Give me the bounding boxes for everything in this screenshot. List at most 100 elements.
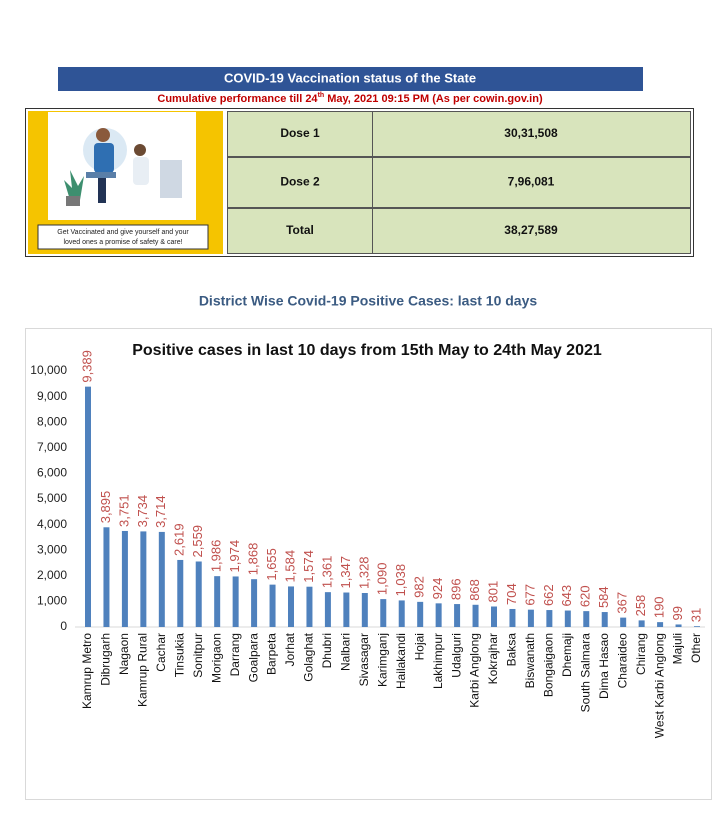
bar [343, 592, 350, 627]
cell [227, 208, 373, 254]
bar [288, 586, 294, 627]
illustration [64, 128, 182, 206]
bar [398, 600, 405, 627]
x-tick-label: Barpeta [265, 633, 279, 675]
x-tick-label: Nagaon [117, 633, 131, 675]
value-label: 2,559 [190, 525, 205, 558]
x-tick-label: Nalbari [339, 633, 353, 671]
value-label: 677 [522, 584, 537, 606]
value-label: 643 [559, 585, 574, 607]
x-tick-label: Majuli [671, 633, 685, 664]
x-tick-label: Jorhat [283, 632, 297, 666]
subtitle-sup: th [318, 92, 325, 99]
cell [227, 111, 373, 157]
bar [472, 604, 479, 627]
row-label: Total [286, 223, 314, 237]
value-label: 1,361 [319, 556, 334, 589]
value-label: 1,038 [393, 564, 408, 597]
bar [454, 604, 461, 627]
value-label: 662 [541, 584, 556, 606]
bar [361, 593, 368, 627]
y-tick-label: 1,000 [37, 594, 67, 608]
value-label: 1,090 [375, 563, 390, 596]
cell [372, 208, 691, 254]
bar [380, 599, 387, 627]
value-label: 1,347 [338, 556, 353, 589]
cell [372, 111, 691, 157]
section-title: District Wise Covid-19 Positive Cases: l… [199, 293, 538, 309]
bar [177, 559, 184, 627]
x-tick-label: Golaghat [302, 632, 316, 681]
y-tick-label: 0 [60, 619, 67, 633]
bar [103, 527, 110, 627]
value-label: 1,584 [282, 550, 297, 583]
value-label: 9,389 [79, 350, 94, 383]
bar [694, 626, 700, 627]
bar [251, 579, 258, 627]
bar [306, 586, 313, 627]
x-tick-label: Sonitpur [191, 633, 205, 678]
x-tick-label: Morigaon [209, 633, 223, 683]
bar [324, 592, 331, 627]
x-tick-label: Dibrugarh [99, 633, 113, 686]
x-tick-label: Lakhimpur [431, 633, 445, 689]
y-tick-label: 3,000 [37, 542, 67, 556]
bar [638, 620, 645, 627]
x-tick-label: Karimganj [375, 633, 389, 687]
value-label: 3,751 [116, 494, 131, 527]
caption-box [37, 224, 209, 250]
x-tick-label: Bongaigaon [542, 633, 556, 697]
row-value: 7,96,081 [508, 175, 555, 189]
bar [675, 624, 682, 627]
value-label: 896 [449, 578, 464, 600]
bar [158, 531, 165, 627]
header-bar [58, 67, 643, 91]
subtitle-part: Cumulative performance till 24 [157, 93, 318, 105]
value-label: 704 [504, 583, 519, 605]
bar [417, 601, 424, 627]
x-tick-label: Kamrup Metro [80, 633, 94, 709]
bar [546, 610, 553, 627]
x-tick-label: Kokrajhar [486, 633, 500, 684]
y-tick-label: 9,000 [37, 389, 67, 403]
value-label: 3,734 [135, 495, 150, 528]
value-label: 99 [670, 606, 685, 620]
value-label: 3,895 [98, 491, 113, 524]
x-tick-label: Udalguri [449, 633, 463, 678]
value-label: 584 [596, 586, 611, 608]
header-title: COVID-19 Vaccination status of the State [224, 70, 476, 85]
x-tick-label: Dhubri [320, 633, 334, 668]
value-label: 1,868 [246, 543, 261, 576]
value-label: 190 [652, 596, 667, 618]
chart: 0 1,000 2,000 3,000 4,000 5,000 6,000 7,000 8,00… [30, 350, 705, 738]
value-label: 620 [578, 585, 593, 607]
value-label: 982 [412, 576, 427, 598]
x-tick-label: Darrang [228, 633, 242, 676]
x-tick-label: South Salmara [578, 633, 592, 713]
row-value: 30,31,508 [504, 126, 558, 140]
value-label: 367 [615, 592, 630, 614]
value-label: 31 [688, 608, 703, 622]
chart-title: Positive cases in last 10 days from 15th… [132, 342, 602, 359]
x-tick-label: West Karbi Anglong [652, 633, 666, 738]
row-label: Dose 2 [280, 175, 320, 189]
table: Dose 1 30,31,508 Dose 2 7,96,081 Total 38,27,… [227, 111, 691, 254]
header-subtitle: Cumulative performance till 24th May, 20… [157, 92, 543, 105]
value-label: 1,986 [209, 540, 224, 573]
bar [509, 608, 516, 627]
x-tick-label: Tinsukia [172, 633, 186, 678]
bar [121, 530, 128, 627]
bar [564, 610, 571, 627]
bar [269, 584, 276, 627]
value-label: 3,714 [153, 495, 168, 528]
bar [85, 386, 91, 627]
y-tick-label: 7,000 [37, 440, 67, 454]
bar [657, 622, 664, 627]
cell [372, 157, 691, 208]
row-value: 38,27,589 [504, 223, 558, 237]
bar [140, 531, 147, 627]
value-label: 2,619 [172, 523, 187, 556]
value-label: 868 [467, 579, 482, 601]
